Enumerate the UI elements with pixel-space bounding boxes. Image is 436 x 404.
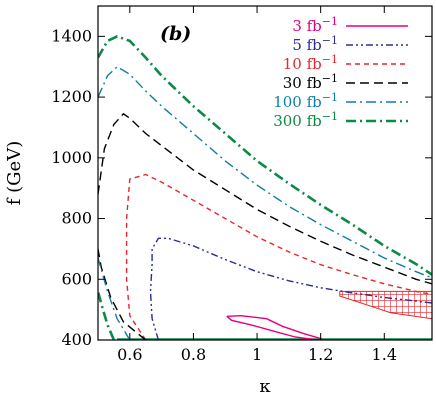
- y-tick-label: 1400: [51, 26, 92, 45]
- axes: 0.6 0.8 1 1.2 1.4 400 600 800 1000 1200 1400 κ f (Ge…: [4, 5, 433, 397]
- y-tick-label: 1200: [51, 87, 92, 106]
- legend-label-3: 30 fb−1: [283, 72, 338, 92]
- x-tick-label: 0.8: [181, 345, 206, 364]
- series-line-2: [125, 173, 432, 340]
- plot-frame: [97, 5, 433, 341]
- y-tick-label: 1000: [51, 148, 92, 167]
- series-line-5-upper: [98, 34, 432, 276]
- series-line-3: [98, 248, 147, 340]
- legend-label-5: 300 fb−1: [273, 110, 338, 130]
- y-tick-label: 600: [61, 269, 92, 288]
- x-tick-label: 0.6: [117, 345, 142, 364]
- panel-label: (b): [160, 23, 191, 45]
- legend-label-0: 3 fb−1: [292, 15, 338, 35]
- x-axis-label: κ: [259, 376, 271, 397]
- x-tick-label: 1.4: [372, 345, 397, 364]
- series-line-3-upper: [98, 112, 432, 285]
- hatched-region: [339, 290, 432, 320]
- legend-label-1: 5 fb−1: [292, 34, 338, 54]
- x-tick-label: 1: [252, 345, 262, 364]
- legend-label-2: 10 fb−1: [283, 53, 338, 73]
- series-line-5: [98, 291, 116, 340]
- y-axis-label: f (GeV): [4, 141, 25, 205]
- series-line-1: [149, 237, 432, 340]
- series-line-4-upper: [98, 65, 432, 279]
- y-tick-label: 800: [61, 209, 92, 228]
- legend-label-4: 100 fb−1: [273, 91, 338, 111]
- x-tick-label: 1.2: [308, 345, 333, 364]
- y-tick-label: 400: [61, 330, 92, 349]
- series-line-0: [226, 314, 323, 340]
- plot-area: [98, 34, 432, 340]
